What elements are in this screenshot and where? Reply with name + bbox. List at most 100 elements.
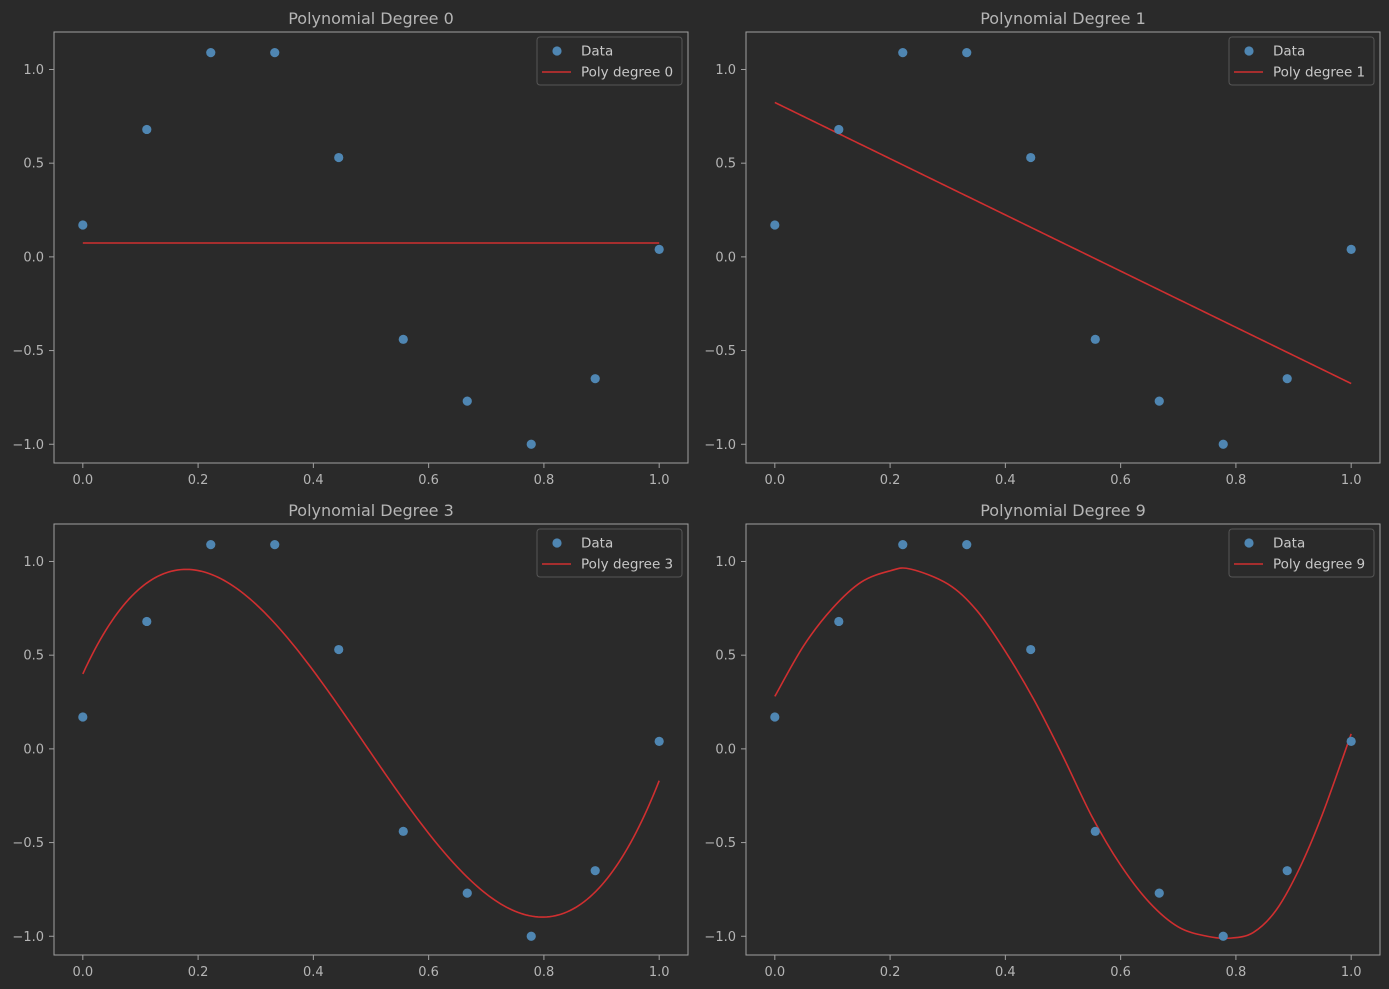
x-tick-label: 0.6 (418, 473, 439, 488)
data-point (334, 152, 344, 163)
fit-line (82, 568, 660, 918)
legend: Data Poly degree 9 (1228, 528, 1375, 578)
data-point (590, 374, 600, 384)
data-point (398, 826, 408, 836)
legend: Data Poly degree 0 (536, 36, 683, 86)
x-tick-label: 0.2 (880, 965, 901, 980)
data-point (962, 48, 972, 58)
y-tick-label: 0.5 (23, 157, 44, 172)
y-tick-label: 0.0 (23, 742, 44, 757)
y-tick-label: 0.5 (23, 649, 44, 664)
x-tick-label: 0.4 (995, 965, 1016, 980)
x-tick-label: 0.2 (880, 473, 901, 488)
data-point (462, 396, 472, 406)
data-point (78, 712, 88, 722)
x-tick-label: 1.0 (649, 965, 670, 980)
data-point (270, 540, 280, 550)
data-point (334, 644, 344, 655)
legend: Data Poly degree 1 (1228, 36, 1375, 86)
chart-title: Polynomial Degree 9 (980, 501, 1146, 520)
axes-frame (53, 523, 689, 956)
legend-label-fit: Poly degree 1 (1273, 65, 1365, 81)
data-point (206, 48, 216, 58)
x-tick-label: 0.8 (1226, 473, 1247, 488)
chart-title: Polynomial Degree 1 (980, 9, 1146, 28)
legend-box (1228, 528, 1375, 578)
legend-box (1228, 36, 1375, 86)
data-point (142, 616, 152, 627)
fit-line (774, 101, 1352, 385)
data-point (1090, 826, 1100, 836)
legend-marker-data (552, 46, 562, 56)
subplot-2: Polynomial Degree 1 0.0 0.2 0.4 0.6 0.8 1.0 −1.… (704, 9, 1381, 488)
x-tick-label: 1.0 (1341, 473, 1362, 488)
data-point (898, 540, 908, 550)
y-tick-label: −0.5 (12, 344, 44, 359)
legend-label-fit: Poly degree 3 (581, 557, 673, 573)
y-tick-label: −1.0 (704, 930, 736, 945)
legend-box (536, 36, 683, 86)
data-point (1218, 439, 1228, 449)
y-tick-label: −0.5 (704, 836, 736, 851)
plot-area (770, 48, 1356, 449)
legend-label-fit: Poly degree 0 (581, 65, 673, 81)
data-point (834, 616, 844, 627)
data-point (1026, 152, 1036, 163)
data-point (462, 888, 472, 898)
x-tick-label: 0.0 (72, 965, 93, 980)
data-point (1026, 644, 1036, 655)
legend-box (536, 528, 683, 578)
legend-label-data: Data (581, 536, 613, 552)
legend-label-data: Data (581, 44, 613, 60)
x-tick-label: 0.4 (303, 965, 324, 980)
subplot-4: Polynomial Degree 9 0.0 0.2 0.4 0.6 0.8 1.0 −1.… (704, 501, 1381, 980)
legend-marker-data (1244, 538, 1254, 548)
data-point (398, 334, 408, 344)
fit-line (774, 567, 1352, 940)
data-point (590, 866, 600, 876)
data-point (654, 736, 664, 746)
x-tick-label: 0.0 (764, 965, 785, 980)
data-point (898, 48, 908, 58)
x-tick-label: 0.0 (764, 473, 785, 488)
plot-area (78, 540, 664, 941)
x-tick-label: 0.6 (1110, 965, 1131, 980)
y-tick-label: 0.0 (715, 250, 736, 265)
y-tick-label: 0.0 (23, 250, 44, 265)
data-point (1346, 736, 1356, 746)
x-tick-label: 0.8 (1226, 965, 1247, 980)
x-tick-label: 1.0 (649, 473, 670, 488)
x-tick-label: 0.8 (534, 965, 555, 980)
y-tick-label: 1.0 (23, 555, 44, 570)
data-point (1282, 866, 1292, 876)
axes-frame (745, 523, 1381, 956)
data-point (1090, 334, 1100, 344)
legend: Data Poly degree 3 (536, 528, 683, 578)
y-tick-label: −1.0 (12, 438, 44, 453)
data-point (526, 931, 536, 941)
x-tick-label: 0.6 (1110, 473, 1131, 488)
data-point (962, 540, 972, 550)
data-point (770, 712, 780, 722)
data-point (142, 124, 152, 135)
subplot-3: Polynomial Degree 3 0.0 0.2 0.4 0.6 0.8 1.0 −1.… (12, 501, 689, 980)
legend-label-data: Data (1273, 536, 1305, 552)
axes-frame (745, 31, 1381, 464)
x-tick-label: 0.0 (72, 473, 93, 488)
y-tick-label: 0.5 (715, 157, 736, 172)
y-tick-label: 1.0 (715, 555, 736, 570)
data-point (1218, 931, 1228, 941)
y-tick-label: 0.0 (715, 742, 736, 757)
legend-marker-data (552, 538, 562, 548)
x-tick-label: 1.0 (1341, 965, 1362, 980)
x-tick-label: 0.8 (534, 473, 555, 488)
chart-title: Polynomial Degree 0 (288, 9, 454, 28)
data-point (770, 220, 780, 230)
x-tick-label: 0.4 (303, 473, 324, 488)
subplot-1: Polynomial Degree 0 0.0 0.2 0.4 0.6 0.8 1.0 −1.… (12, 9, 689, 488)
legend-label-fit: Poly degree 9 (1273, 557, 1365, 573)
y-tick-label: −1.0 (704, 438, 736, 453)
axes-frame (53, 31, 689, 464)
